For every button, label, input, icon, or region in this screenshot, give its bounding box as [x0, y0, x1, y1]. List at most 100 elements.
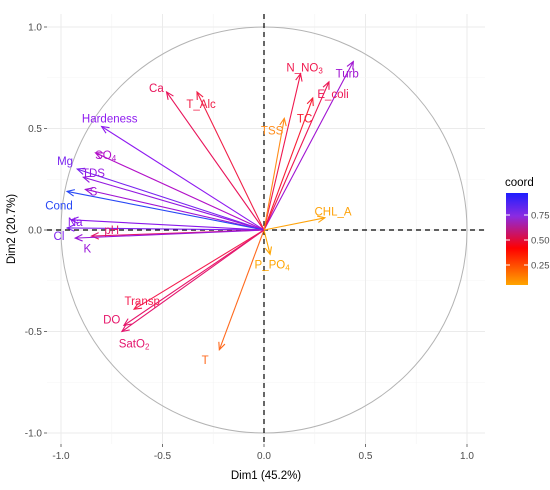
arrow-head	[69, 216, 79, 224]
arrow-shaft	[83, 176, 265, 231]
label-chl_a: CHL_A	[314, 207, 351, 219]
label-so4: SO4	[95, 150, 117, 163]
arrow-head	[218, 341, 226, 352]
arrow-mg	[75, 167, 265, 231]
arrow-k	[73, 229, 265, 242]
arrow-head	[84, 187, 94, 195]
label-na: Na	[68, 217, 83, 229]
legend-tick-label: 0.25	[531, 261, 550, 272]
x-axis-title: Dim1 (45.2%)	[231, 470, 301, 482]
label-tc: TC	[297, 113, 312, 125]
label-t: T	[202, 355, 209, 367]
arrow-shaft	[67, 227, 265, 231]
x-tick-label: -1.0	[52, 451, 70, 462]
arrow-head	[100, 125, 110, 134]
y-tick-label: 0.0	[28, 226, 42, 237]
arrow-shaft	[196, 91, 265, 231]
y-axis-title: Dim2 (20.7%)	[6, 194, 18, 264]
arrow-head	[65, 189, 76, 197]
arrow-hardeness	[100, 125, 265, 231]
arrow-head	[346, 60, 354, 70]
y-tick-label: -1.0	[25, 429, 43, 440]
arrow-tss	[263, 117, 287, 231]
arrow-e_coli	[263, 80, 330, 231]
label-transp: Transp	[125, 296, 160, 308]
label-sato2: SatO2	[119, 339, 150, 352]
arrow-turb	[263, 60, 354, 231]
label-ca: Ca	[149, 83, 164, 95]
label-cond: Cond	[45, 201, 73, 213]
arrow-head	[82, 175, 92, 183]
arrow-tds	[82, 175, 265, 231]
y-tick-label: -0.5	[25, 327, 43, 338]
arrow-head	[264, 246, 273, 256]
label-t_alc: T_Alc	[186, 99, 216, 111]
arrow-head	[90, 232, 100, 240]
arrow-s	[84, 187, 265, 231]
arrow-shaft	[218, 229, 265, 350]
x-tick-label: 0.5	[359, 451, 373, 462]
y-tick-label: 1.0	[28, 23, 42, 34]
arrow-shaft	[133, 229, 265, 310]
arrow-ca	[165, 90, 265, 231]
legend: coord 0.75 0.50 0.25	[505, 177, 550, 285]
arrow-head	[306, 96, 314, 107]
arrow-t_alc	[196, 90, 265, 231]
arrow-head	[316, 215, 327, 223]
label-ph: pH	[104, 225, 119, 237]
arrow-shaft	[95, 152, 265, 231]
arrow-shaft	[121, 229, 265, 332]
arrow-head	[295, 72, 303, 82]
arrow-head	[322, 80, 330, 90]
arrow-head	[165, 90, 174, 100]
label-p_po4: P_PO4	[255, 260, 291, 273]
x-tick-label: 1.0	[460, 451, 474, 462]
arrow-transp	[132, 229, 265, 310]
arrow-tc	[263, 96, 314, 231]
arrow-t	[218, 229, 265, 352]
legend-ticks: 0.75 0.50 0.25	[506, 211, 550, 272]
arrow-so4	[94, 152, 265, 231]
arrow-p_po4	[263, 229, 273, 256]
label-tds: TDS	[82, 168, 105, 180]
label-n_no3: N_NO3	[286, 63, 323, 76]
arrow-shaft	[263, 97, 314, 231]
arrow-head	[65, 224, 75, 232]
arrow-shaft	[101, 126, 265, 231]
arrow-shaft	[71, 219, 265, 231]
label-cl: Cl	[54, 231, 65, 243]
legend-title: coord	[505, 177, 534, 189]
arrow-na	[69, 216, 265, 231]
arrow-shaft	[75, 229, 265, 239]
arrow-head	[73, 234, 83, 242]
arrow-head	[94, 152, 104, 160]
legend-tick-label: 0.75	[531, 211, 550, 222]
x-tick-label: 0.0	[257, 451, 271, 462]
arrow-shaft	[123, 229, 265, 326]
arrow-head	[122, 318, 132, 327]
arrow-shaft	[263, 73, 302, 231]
variable-arrows	[65, 60, 354, 352]
label-e_coli: E_coli	[317, 89, 348, 101]
label-s: S	[90, 186, 98, 198]
legend-colorbar	[506, 193, 528, 285]
arrow-cl	[65, 224, 265, 232]
arrow-do	[122, 229, 265, 327]
arrow-head	[120, 324, 130, 333]
arrow-shaft	[166, 91, 265, 231]
arrow-shaft	[263, 217, 326, 231]
arrow-shaft	[263, 61, 354, 231]
y-tick-label: 0.5	[28, 124, 42, 135]
label-mg: Mg	[57, 156, 73, 168]
arrow-sato2	[120, 229, 265, 333]
arrow-n_no3	[263, 72, 303, 231]
legend-tick-label: 0.50	[531, 236, 550, 247]
label-tss: TSS	[261, 126, 284, 138]
arrow-shaft	[85, 188, 265, 231]
label-k: K	[84, 243, 92, 255]
label-do: DO	[103, 314, 120, 326]
arrow-shaft	[263, 81, 330, 231]
arrow-shaft	[66, 190, 265, 231]
